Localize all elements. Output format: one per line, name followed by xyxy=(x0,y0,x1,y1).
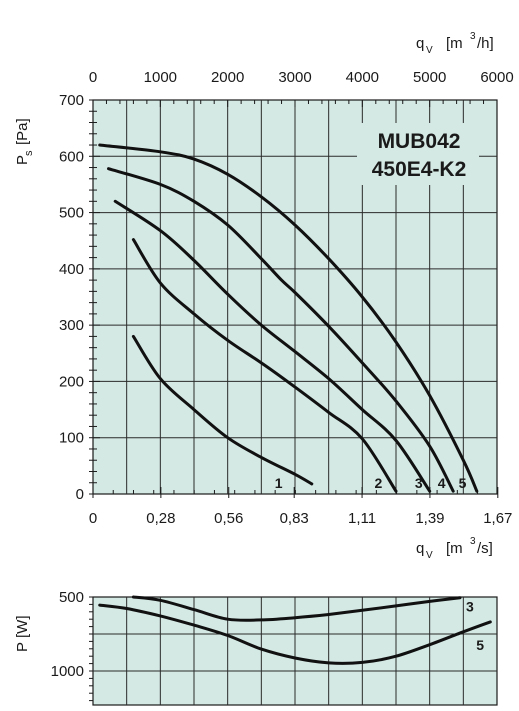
x-top-tick-label: 1000 xyxy=(144,69,177,86)
power-axis-unit: [W] xyxy=(14,616,31,639)
y-tick-label: 700 xyxy=(59,92,84,109)
top-axis-unit-sup: 3 xyxy=(470,31,476,42)
pressure-curve-4 xyxy=(107,167,455,493)
y-tick-label: 100 xyxy=(59,430,84,447)
x-bottom-tick-label: 0,56 xyxy=(214,510,243,527)
power-y-tick-label: 500 xyxy=(59,589,84,606)
model-label-box: MUB042 450E4-K2 xyxy=(357,123,479,185)
power-curve-label-3: 3 xyxy=(466,599,474,615)
pressure-curve-2 xyxy=(131,238,398,493)
x-top-tick-label: 2000 xyxy=(211,69,244,86)
top-axis-q: q xyxy=(416,35,424,52)
y-tick-label: 300 xyxy=(59,317,84,334)
pressure-curve-label-3: 3 xyxy=(415,475,423,491)
top-axis-unit-end: /h] xyxy=(477,35,494,52)
top-axis-unit: [m xyxy=(446,35,463,52)
performance-tick-labels: 0 100 200 300 400 500 600 700 0 1000 2000 3000 4000 5… xyxy=(59,69,514,527)
pressure-curve-5 xyxy=(98,143,479,493)
power-axis-p: P xyxy=(14,642,31,652)
x-bottom-tick-label: 1,67 xyxy=(483,510,512,527)
x-bottom-tick-label: 0 xyxy=(89,510,97,527)
x-bottom-tick-label: 1,11 xyxy=(348,510,376,527)
performance-curves xyxy=(98,143,479,493)
y-tick-label: 200 xyxy=(59,373,84,390)
x-bottom-tick-label: 1,39 xyxy=(415,510,444,527)
power-y-tick-label: 1000 xyxy=(51,663,84,680)
y-axis-unit: [Pa] xyxy=(14,118,31,145)
model-line-2: 450E4-K2 xyxy=(372,158,467,181)
bottom-axis-q-sub: V xyxy=(426,550,433,561)
power-curve-labels: 35 xyxy=(466,599,484,653)
power-y-axis-title: P [W] xyxy=(14,616,31,653)
pressure-curve-1 xyxy=(131,334,314,486)
power-tick-labels: 500 1000 xyxy=(51,589,84,680)
x-top-tick-label: 3000 xyxy=(278,69,311,86)
performance-axis-ticks xyxy=(89,99,499,498)
x-bottom-tick-label: 0,83 xyxy=(280,510,309,527)
y-axis-title: P s [Pa] xyxy=(14,118,35,165)
bottom-axis-q: q xyxy=(416,540,424,557)
y-tick-label: 600 xyxy=(59,148,84,165)
top-axis-title: q V [m 3 /h] xyxy=(416,31,494,56)
y-axis-p-sub: s xyxy=(23,150,35,156)
pressure-curve-label-1: 1 xyxy=(275,475,283,491)
top-axis-q-sub: V xyxy=(426,45,433,56)
x-top-tick-label: 0 xyxy=(89,69,97,86)
x-top-tick-label: 6000 xyxy=(480,69,513,86)
y-tick-label: 0 xyxy=(76,486,84,503)
bottom-axis-unit: [m xyxy=(446,540,463,557)
y-tick-label: 500 xyxy=(59,205,84,222)
power-curves xyxy=(98,595,492,665)
power-curve-5 xyxy=(98,603,492,665)
pressure-curve-label-5: 5 xyxy=(459,475,467,491)
bottom-axis-unit-sup: 3 xyxy=(470,536,476,547)
power-curve-label-5: 5 xyxy=(476,637,484,653)
bottom-axis-title: q V [m 3 /s] xyxy=(416,536,493,561)
model-line-1: MUB042 xyxy=(378,130,461,153)
power-curve-3 xyxy=(131,595,462,622)
pressure-curve-label-2: 2 xyxy=(374,475,382,491)
x-top-tick-label: 4000 xyxy=(346,69,379,86)
x-bottom-tick-label: 0,28 xyxy=(146,510,175,527)
y-tick-label: 400 xyxy=(59,261,84,278)
bottom-axis-unit-end: /s] xyxy=(477,540,493,557)
pressure-curve-label-4: 4 xyxy=(438,475,446,491)
pressure-curve-3 xyxy=(113,199,432,493)
x-top-tick-label: 5000 xyxy=(413,69,446,86)
y-axis-p: P xyxy=(14,155,31,165)
power-axis-ticks xyxy=(89,596,93,702)
